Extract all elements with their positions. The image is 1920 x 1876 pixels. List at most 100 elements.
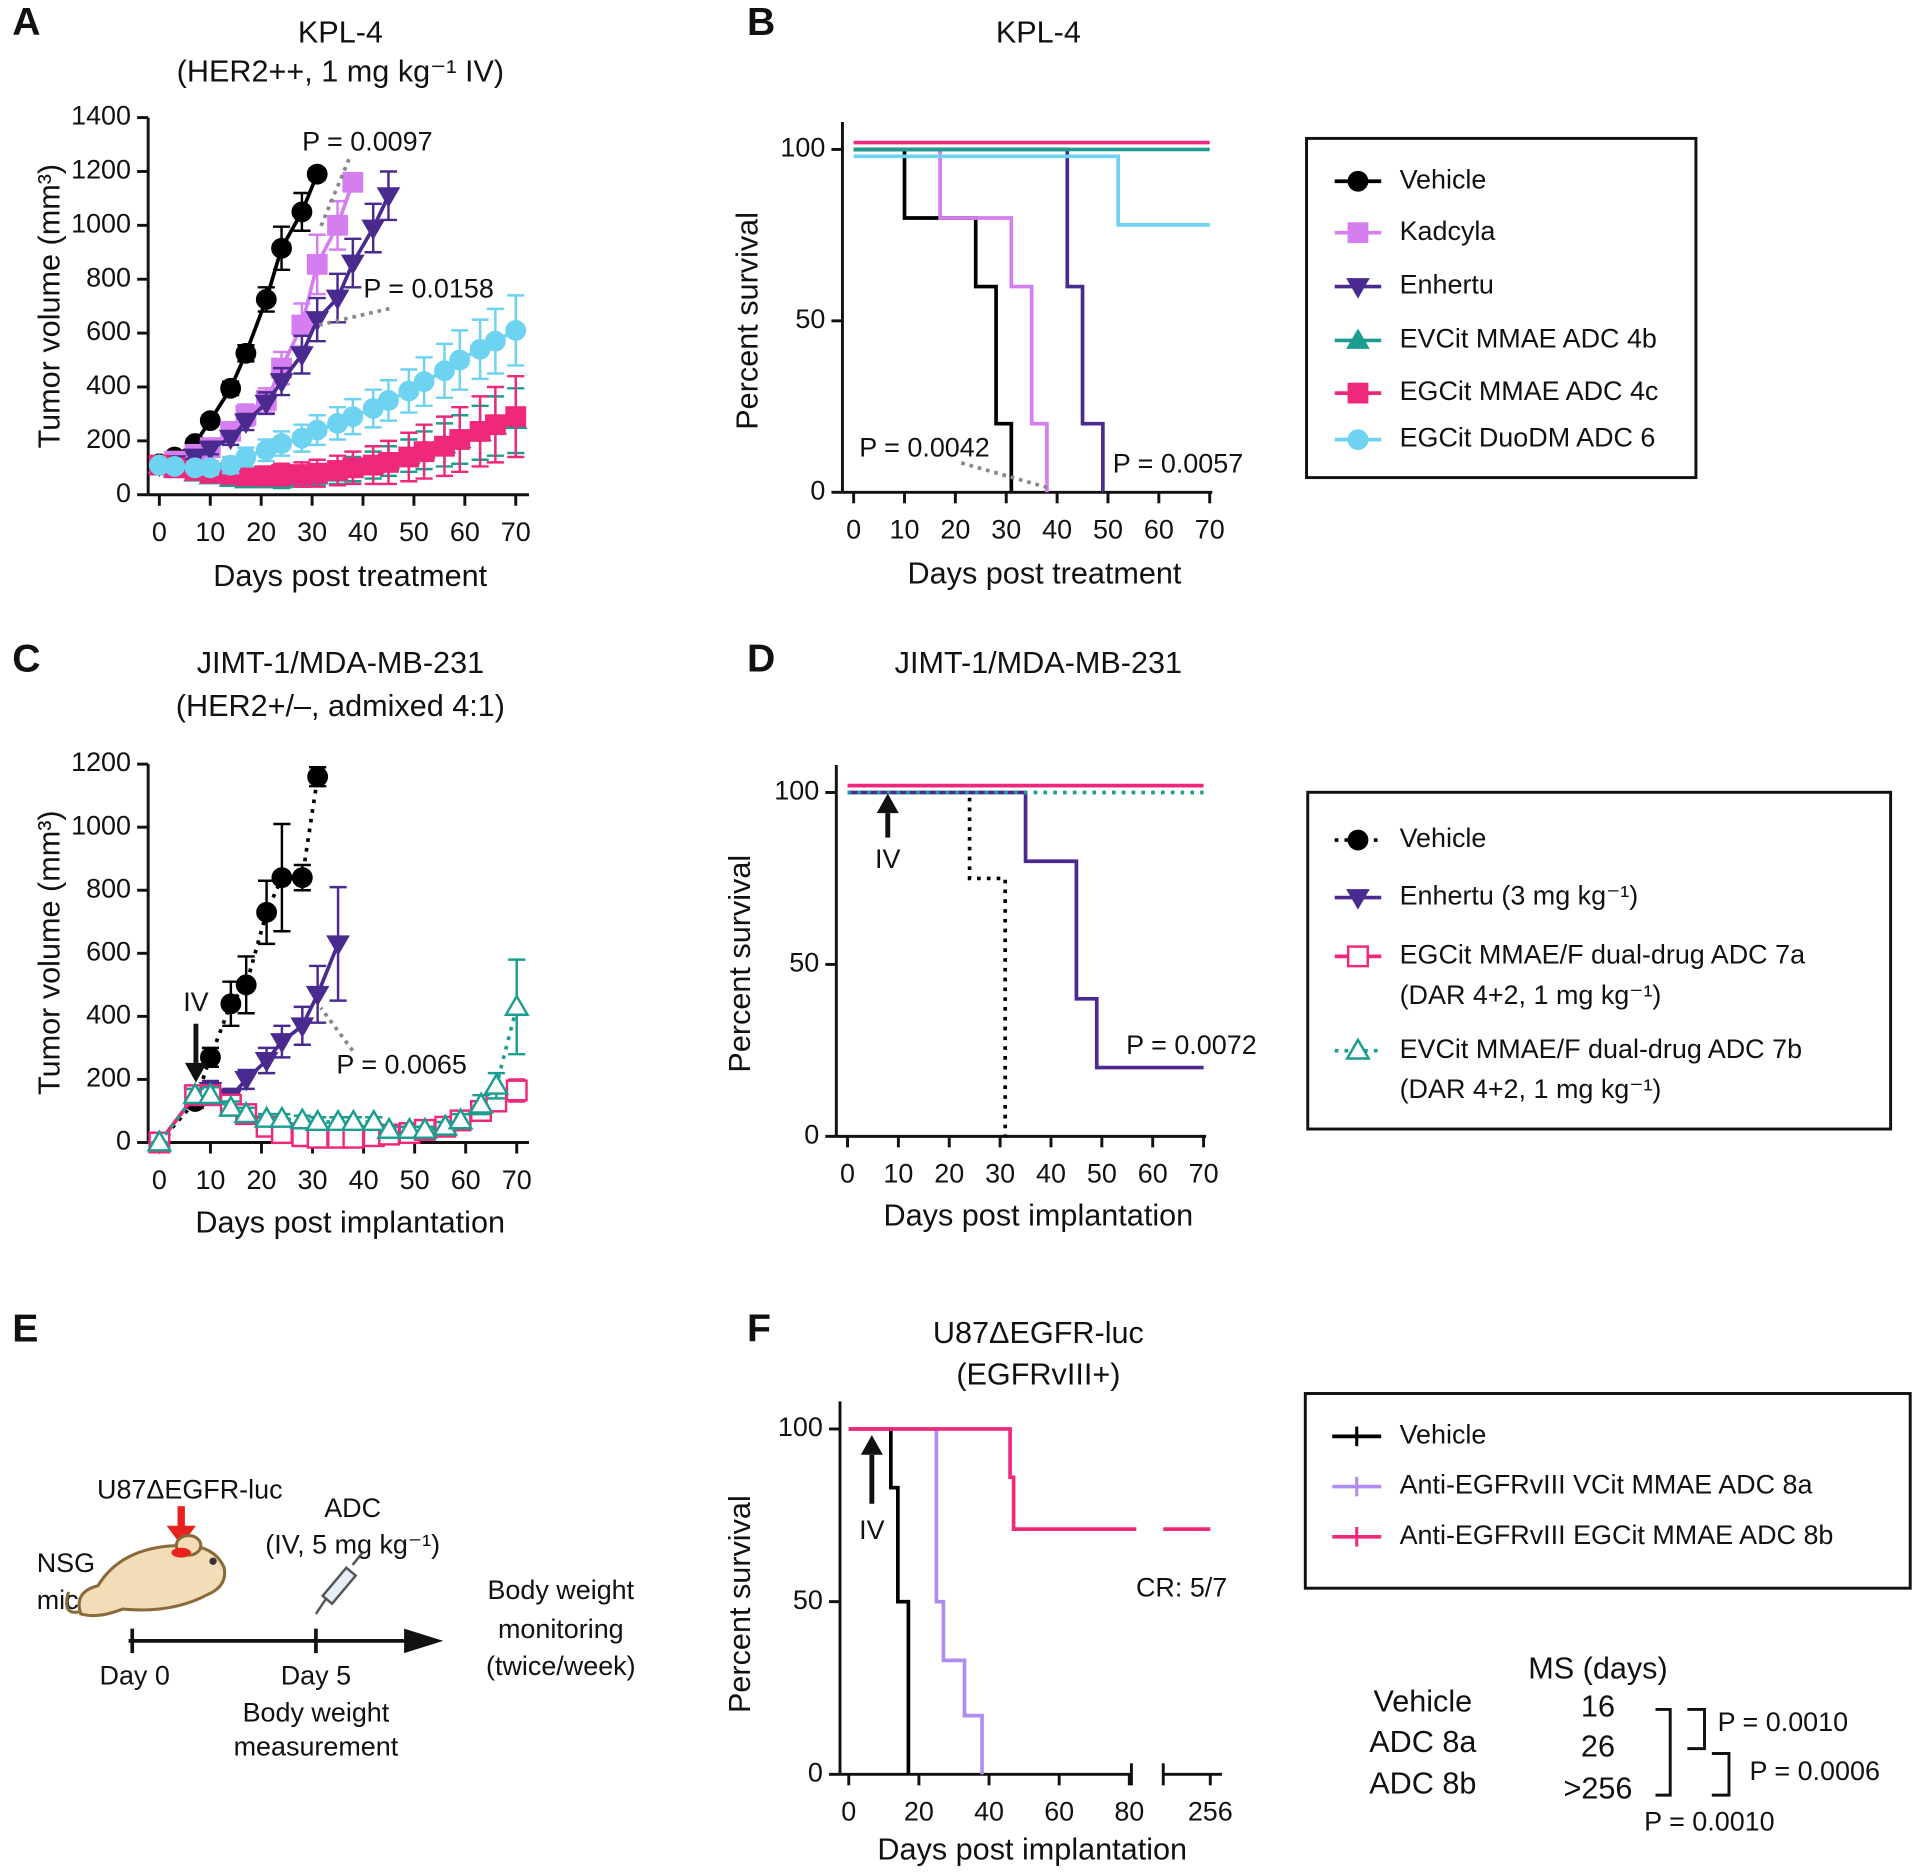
x-axis-label: Days post treatment <box>213 559 487 593</box>
x-tick-label: 80 <box>1114 1797 1144 1827</box>
y-axis-label: Tumor volume (mm³) <box>33 164 67 449</box>
y-tick-label: 50 <box>793 1585 823 1615</box>
x-tick-label: 50 <box>399 517 429 547</box>
x-tick-label: 30 <box>991 515 1021 545</box>
schematic-e: E NSG mice U87ΔEGFR-luc ADC (IV, 5 mg kg… <box>12 1307 635 1761</box>
marker <box>468 1091 494 1114</box>
marker <box>290 346 314 367</box>
y-axis-label: Percent survival <box>730 212 764 430</box>
ms-value: 16 <box>1581 1689 1615 1723</box>
marker <box>340 1108 367 1132</box>
y-tick-label: 50 <box>789 948 819 978</box>
annotation: IV <box>875 844 900 874</box>
marker <box>200 1046 221 1068</box>
marker <box>305 311 330 332</box>
ms-brackets <box>1655 1707 1731 1797</box>
marker <box>305 985 330 1007</box>
mouse-icon <box>65 1534 227 1618</box>
marker <box>164 456 186 477</box>
legend-note: (DAR 4+2, 1 mg kg⁻¹) <box>1400 980 1662 1010</box>
y-tick-label: 600 <box>86 936 131 966</box>
legend-marker <box>1346 889 1370 910</box>
legend-label: EGCit DuoDM ADC 6 <box>1400 423 1656 453</box>
y-tick-label: 200 <box>86 1063 131 1093</box>
annotation-leader <box>319 1006 355 1052</box>
chart-title: JIMT-1/MDA-MB-231 <box>895 646 1182 680</box>
x-axis-label: Days post implantation <box>884 1198 1194 1232</box>
marker <box>254 394 279 416</box>
marker <box>234 413 258 434</box>
x-tick-label: 40 <box>974 1797 1004 1827</box>
marker <box>503 993 530 1016</box>
legend-label: EVCit MMAE/F dual-drug ADC 7b <box>1400 1034 1802 1064</box>
chart-title: KPL-4 <box>996 15 1081 49</box>
annotation: IV <box>183 987 208 1017</box>
ms-p-value: P = 0.0010 <box>1644 1806 1774 1836</box>
annotation-leader <box>315 306 390 328</box>
annotation: IV <box>859 1515 884 1545</box>
chart-subtitle: (HER2+/–, admixed 4:1) <box>176 689 505 723</box>
survival-curve <box>848 1427 984 1775</box>
x-tick-label: 60 <box>1044 1797 1074 1827</box>
legend-label: Vehicle <box>1400 823 1487 853</box>
x-tick-label: 0 <box>152 1165 167 1195</box>
y-tick-label: 800 <box>86 262 131 292</box>
x-tick-label: 0 <box>152 517 167 547</box>
x-tick-label: 20 <box>904 1797 934 1827</box>
marker <box>484 414 506 436</box>
survival-curve <box>847 790 1204 1070</box>
y-tick-label: 400 <box>86 999 131 1029</box>
marker <box>378 452 399 473</box>
ms-value: 26 <box>1581 1730 1615 1764</box>
marker <box>289 1107 316 1130</box>
annotation-arrow-head <box>184 1062 207 1083</box>
y-tick-label: 50 <box>795 304 825 334</box>
marker <box>411 1116 438 1139</box>
marker <box>255 289 277 310</box>
marker <box>361 219 386 241</box>
x-tick-label: 256 <box>1188 1797 1233 1827</box>
survival-curve <box>853 154 1210 227</box>
marker <box>378 390 399 411</box>
chart-title: JIMT-1/MDA-MB-231 <box>197 646 484 680</box>
mice-label: NSG <box>37 1548 95 1578</box>
marker <box>271 237 292 259</box>
x-tick-label: 40 <box>349 1165 379 1195</box>
legend-label: Kadcyla <box>1400 216 1496 246</box>
marker <box>327 214 348 236</box>
marker <box>271 433 292 454</box>
x-tick-label: 50 <box>1093 515 1123 545</box>
day-label: Day 0 <box>100 1661 170 1691</box>
legend-marker <box>1345 1037 1371 1060</box>
legend-marker <box>1347 382 1369 404</box>
x-tick-label: 20 <box>934 1159 964 1189</box>
legend-label: Enhertu (3 mg kg⁻¹) <box>1400 881 1639 911</box>
annotation: P = 0.0097 <box>302 126 433 156</box>
marker <box>199 410 221 432</box>
ms-row-label: ADC 8b <box>1369 1766 1476 1800</box>
x-tick-label: 10 <box>195 1165 225 1195</box>
annotation: CR: 5/7 <box>1136 1573 1227 1603</box>
marker <box>199 457 221 479</box>
marker <box>291 867 313 889</box>
dose-label: (IV, 5 mg kg⁻¹) <box>265 1530 440 1560</box>
legend-marker <box>1346 945 1369 968</box>
monitor-label: monitoring <box>498 1614 624 1644</box>
marker <box>413 371 435 393</box>
panel-letter: A <box>12 1 40 44</box>
marker <box>398 380 420 402</box>
legend-box <box>1305 136 1698 480</box>
legend-marker <box>1347 429 1369 451</box>
marker <box>290 1017 315 1038</box>
marker <box>376 1116 403 1139</box>
marker <box>505 406 527 428</box>
x-tick-label: 10 <box>883 1159 913 1189</box>
ms-p-value: P = 0.0006 <box>1749 1756 1880 1786</box>
marker <box>505 1079 528 1102</box>
marker <box>235 342 257 364</box>
x-tick-label: 70 <box>1189 1159 1219 1189</box>
marker <box>306 462 328 484</box>
marker <box>449 349 471 371</box>
y-tick-label: 1000 <box>71 208 131 238</box>
marker <box>447 1107 474 1130</box>
